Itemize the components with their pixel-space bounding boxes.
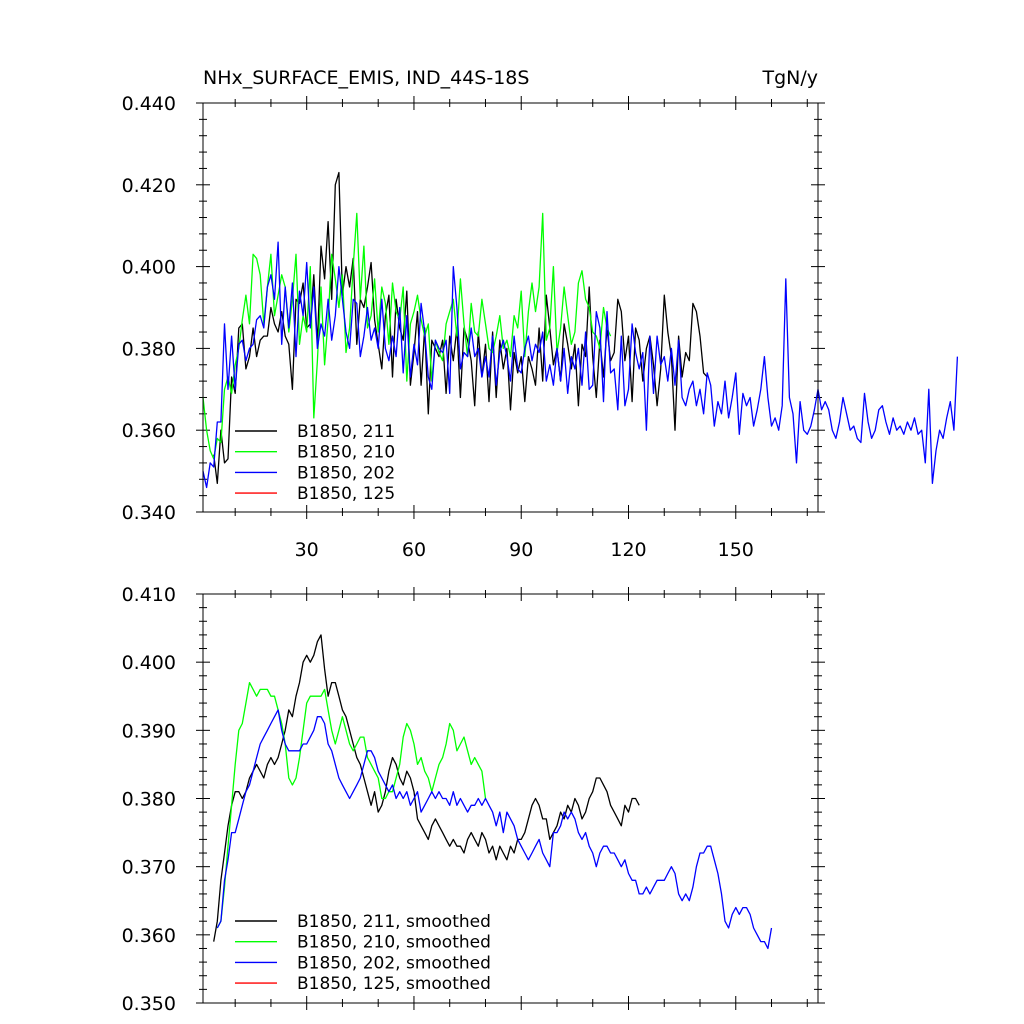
y-tick-label: 0.350 xyxy=(122,993,176,1015)
y-tick-label: 0.370 xyxy=(122,857,176,879)
bottom-panel: 0.350 0.360 0.370 0.380 0.390 0.400 0.410 B185… xyxy=(122,584,825,1015)
y-tick-label: 0.400 xyxy=(122,652,176,674)
legend-label: B1850, 202, smoothed xyxy=(297,953,491,973)
legend-label: B1850, 211, smoothed xyxy=(297,912,491,932)
bottom-series-line xyxy=(216,681,487,929)
top-series-line xyxy=(202,241,959,489)
bottom-series-line xyxy=(216,709,773,950)
y-tick-label: 0.410 xyxy=(122,584,176,606)
top-panel: NHx_SURFACE_EMIS, IND_44S-18S TgN/y 0.34… xyxy=(122,67,959,561)
bottom-panel-frame xyxy=(202,593,819,1004)
bottom-panel-ticks: 0.350 0.360 0.370 0.380 0.390 0.400 0.410 xyxy=(122,584,825,1015)
legend-label: B1850, 211 xyxy=(297,422,395,442)
x-tick-label: 90 xyxy=(509,539,533,561)
y-tick-label: 0.360 xyxy=(122,925,176,947)
top-series-line xyxy=(202,212,612,460)
top-panel-units: TgN/y xyxy=(761,67,818,89)
top-panel-title: NHx_SURFACE_EMIS, IND_44S-18S xyxy=(203,67,529,89)
y-tick-label: 0.400 xyxy=(122,257,176,279)
y-tick-label: 0.440 xyxy=(122,93,176,115)
bottom-series-line xyxy=(213,634,640,942)
legend-label: B1850, 125 xyxy=(297,484,395,504)
y-tick-label: 0.380 xyxy=(122,338,176,360)
legend-label: B1850, 125, smoothed xyxy=(297,974,491,994)
top-panel-series xyxy=(202,171,959,489)
x-tick-label: 60 xyxy=(402,539,426,561)
y-tick-label: 0.390 xyxy=(122,720,176,742)
y-tick-label: 0.340 xyxy=(122,502,176,524)
top-panel-frame xyxy=(202,102,819,513)
x-tick-label: 150 xyxy=(718,539,754,561)
y-tick-label: 0.380 xyxy=(122,789,176,811)
y-tick-label: 0.360 xyxy=(122,420,176,442)
legend-label: B1850, 210 xyxy=(297,443,395,463)
top-panel-ticks: 0.340 0.360 0.380 0.400 0.420 0.440 30 60 90 120 1… xyxy=(122,93,825,561)
legend-label: B1850, 210, smoothed xyxy=(297,933,491,953)
x-tick-label: 120 xyxy=(610,539,646,561)
bottom-panel-series xyxy=(213,634,773,950)
y-tick-label: 0.420 xyxy=(122,175,176,197)
legend-label: B1850, 202 xyxy=(297,463,395,483)
x-tick-label: 30 xyxy=(295,539,319,561)
top-series-line xyxy=(213,171,708,485)
